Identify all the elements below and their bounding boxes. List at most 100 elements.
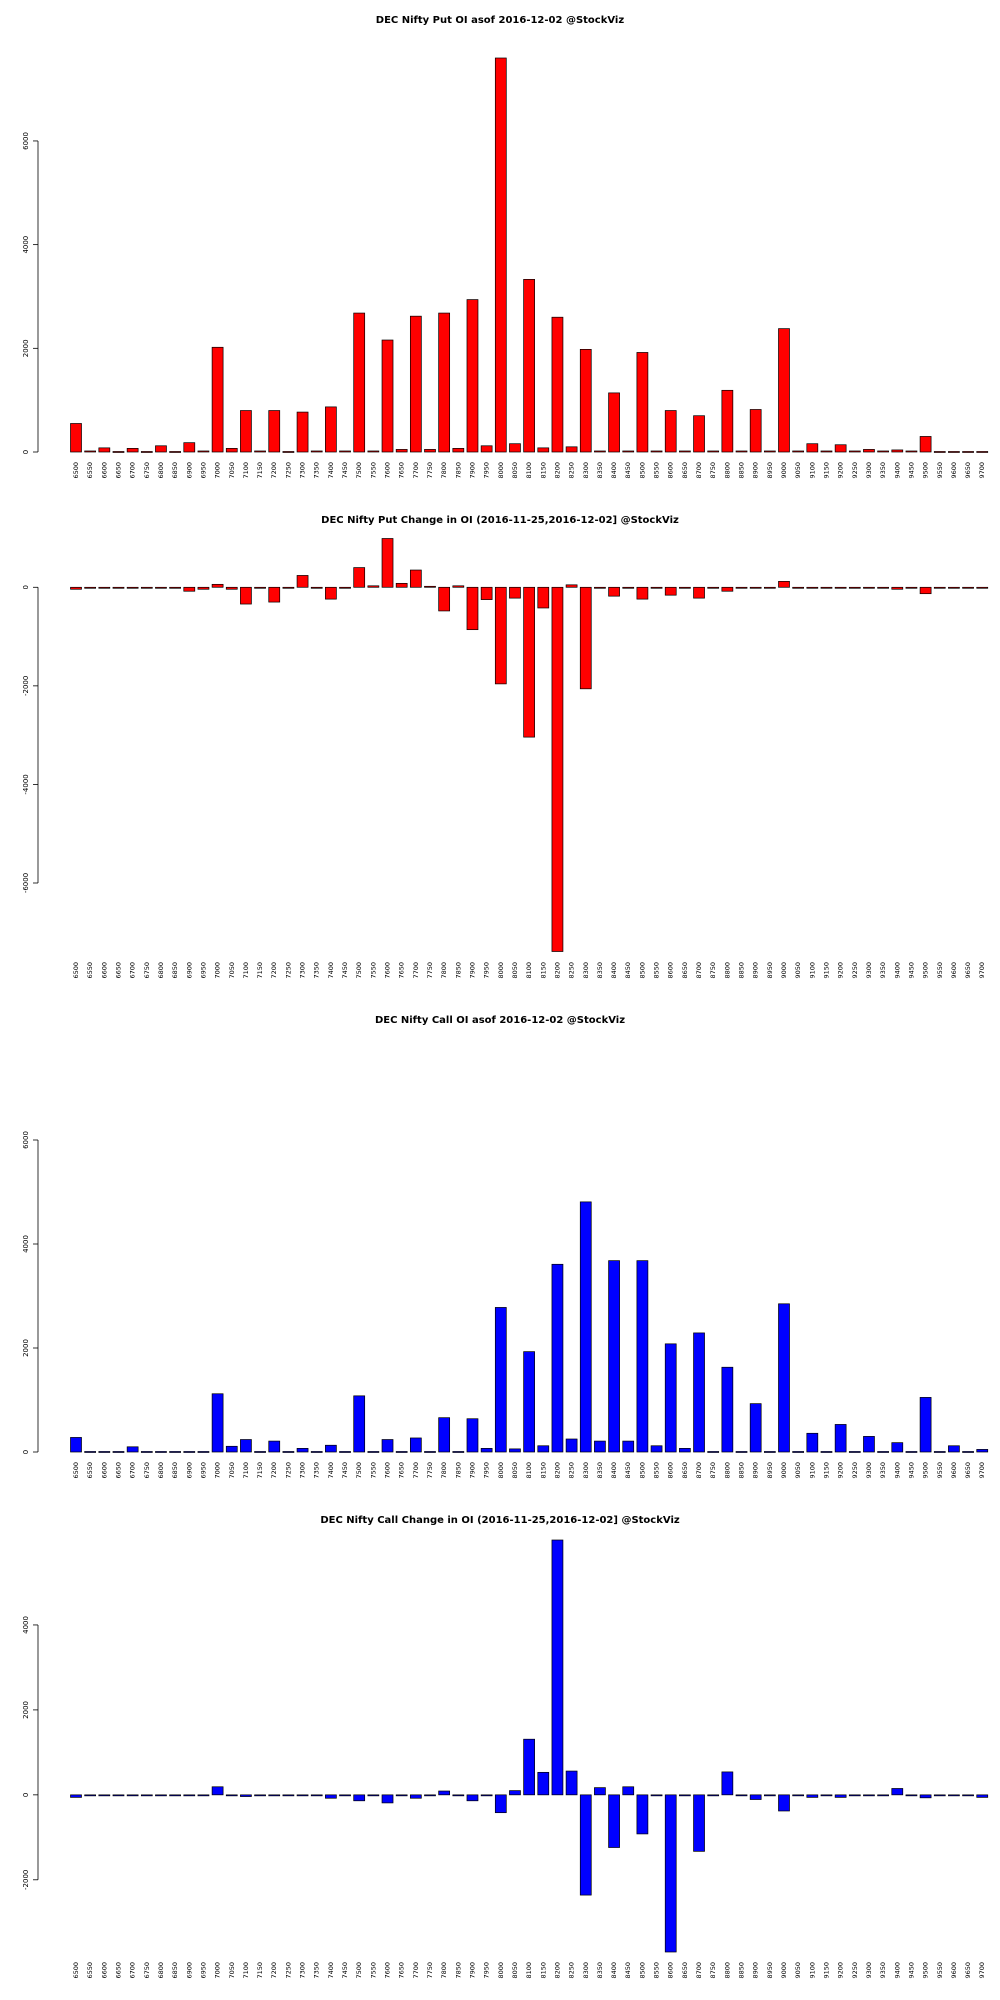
bar [863, 1436, 875, 1453]
bar [211, 583, 224, 588]
x-tick-label: 8250 [568, 962, 576, 979]
bar [650, 586, 663, 589]
bar [778, 1794, 790, 1812]
x-tick-label: 6900 [185, 1462, 193, 1479]
bar [296, 1448, 309, 1453]
bar [211, 346, 224, 453]
x-tick-label: 7800 [440, 1962, 448, 1979]
bar [509, 586, 521, 599]
bar [778, 1303, 790, 1453]
x-tick-label: 6500 [72, 1462, 80, 1479]
x-tick-label: 8600 [667, 962, 675, 979]
x-tick-label: 8950 [766, 962, 774, 979]
bar [579, 586, 592, 690]
bar [452, 585, 465, 588]
bar [494, 1307, 507, 1453]
x-tick-label: 8600 [667, 462, 675, 479]
bar [820, 1451, 833, 1453]
bar [197, 450, 210, 453]
bar [268, 586, 281, 603]
x-tick-label: 9450 [907, 962, 915, 979]
x-tick-label: 9000 [780, 962, 788, 979]
bar [438, 586, 451, 612]
x-tick-label: 8300 [582, 1462, 590, 1479]
bar [296, 575, 309, 588]
bar [806, 443, 819, 453]
bar [353, 312, 366, 453]
x-tick-label: 7200 [270, 962, 278, 979]
x-tick-label: 6950 [199, 1962, 207, 1979]
bar [877, 450, 889, 453]
x-tick-label: 6550 [86, 962, 94, 979]
bar [509, 443, 521, 453]
bar [664, 410, 677, 453]
x-tick-label: 7100 [242, 962, 250, 979]
bar [962, 451, 974, 453]
bar [480, 445, 493, 453]
bar [863, 586, 875, 589]
bar [282, 586, 295, 589]
bar [367, 1451, 380, 1453]
bar [877, 1794, 889, 1797]
x-tick-label: 9400 [893, 1462, 901, 1479]
bar [70, 1437, 82, 1453]
bar [112, 1794, 125, 1797]
x-tick-label: 6800 [157, 962, 165, 979]
x-tick-label: 8550 [653, 462, 661, 479]
x-tick-label: 8900 [752, 1462, 760, 1479]
x-tick-label: 7950 [483, 962, 491, 979]
bar [466, 299, 479, 453]
x-tick-label: 9350 [879, 962, 887, 979]
bar [395, 582, 408, 588]
bar [211, 1393, 224, 1453]
bar [608, 1260, 620, 1453]
bar [778, 328, 790, 453]
x-tick-label: 7300 [299, 1962, 307, 1979]
x-tick-label: 9200 [837, 462, 845, 479]
x-tick-label: 8400 [610, 1962, 618, 1979]
bar [339, 586, 351, 589]
x-tick-label: 8400 [610, 962, 618, 979]
x-tick-label: 8500 [638, 1962, 646, 1979]
bar [650, 1445, 663, 1453]
bar [112, 1451, 125, 1453]
x-tick-label: 8050 [511, 1962, 519, 1979]
bar [834, 1424, 847, 1453]
bar [948, 451, 960, 453]
x-tick-label: 9150 [822, 962, 830, 979]
bar [749, 586, 762, 589]
bar [325, 1794, 337, 1799]
x-tick-label: 8350 [596, 1962, 604, 1979]
x-tick-label: 8450 [624, 962, 632, 979]
x-tick-label: 7050 [228, 1462, 236, 1479]
x-tick-label: 6750 [143, 462, 151, 479]
x-tick-label: 8950 [766, 462, 774, 479]
x-tick-label: 7350 [313, 962, 321, 979]
bar [919, 1397, 932, 1453]
x-tick-label: 7650 [398, 1962, 406, 1979]
bar [792, 586, 805, 589]
x-tick-label: 7000 [214, 1462, 222, 1479]
x-tick-label: 9500 [922, 462, 930, 479]
x-tick-label: 8050 [511, 1462, 519, 1479]
bar [763, 586, 776, 589]
bar [636, 1260, 649, 1453]
x-tick-label: 7600 [384, 1962, 392, 1979]
x-tick-label: 7100 [242, 1462, 250, 1479]
bar [155, 445, 167, 453]
x-tick-label: 6600 [100, 462, 108, 479]
x-tick-label: 8350 [596, 462, 604, 479]
x-tick-label: 7950 [483, 1462, 491, 1479]
bar [792, 1794, 805, 1797]
x-tick-label: 8900 [752, 1962, 760, 1979]
x-tick-label: 7900 [468, 1462, 476, 1479]
x-tick-label: 9350 [879, 1962, 887, 1979]
bar [948, 1794, 960, 1797]
x-tick-label: 8050 [511, 462, 519, 479]
x-tick-label: 9450 [907, 462, 915, 479]
x-tick-label: 8800 [723, 1462, 731, 1479]
bar [948, 586, 960, 589]
bar [919, 586, 932, 595]
bar [905, 586, 918, 589]
bar [636, 586, 649, 600]
